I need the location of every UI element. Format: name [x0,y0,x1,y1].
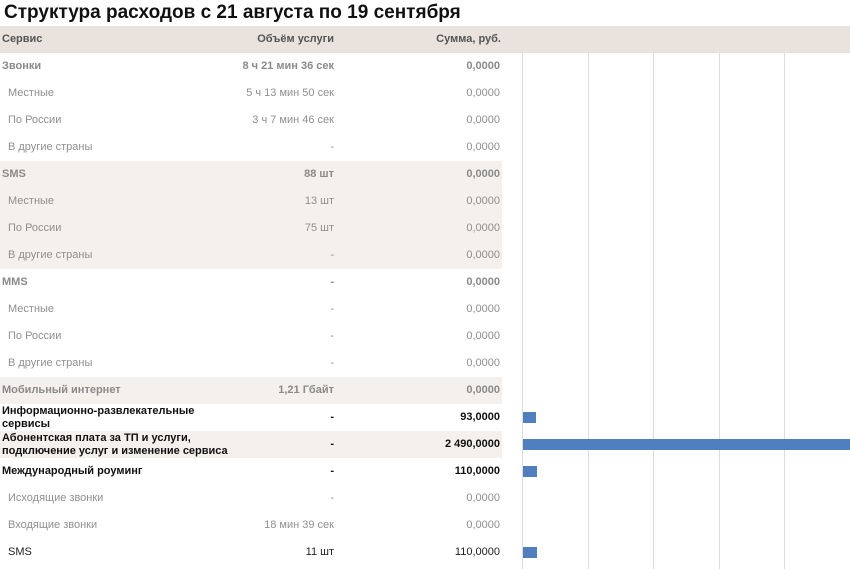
chart-bar [523,439,850,450]
row-sum: 0,0000 [466,249,500,261]
table-row: Звонки 8 ч 21 мин 36 сек 0,0000 [0,53,502,80]
table-row: В другие страны - 0,0000 [0,350,502,377]
row-service-name: Звонки [2,60,42,72]
chart-gridline [522,53,523,569]
row-volume: 1,21 Гбайт [278,384,334,396]
row-volume: - [330,303,334,315]
row-volume: - [330,276,334,288]
chart-gridline [784,53,785,569]
row-service-name: По России [8,114,62,126]
row-volume: 88 шт [304,168,334,180]
row-volume: 75 шт [304,222,334,234]
table-row: SMS 11 шт 110,0000 [0,539,502,566]
row-volume: - [330,438,334,450]
row-service-name: В другие страны [8,249,93,261]
row-volume: - [330,492,334,504]
page-title: Структура расходов с 21 августа по 19 се… [4,2,461,23]
row-volume: - [330,330,334,342]
chart-gridline [653,53,654,569]
row-volume: - [330,465,334,477]
row-service-name: По России [8,330,62,342]
chart-bar [523,547,537,558]
row-sum: 110,0000 [454,546,500,558]
row-sum: 0,0000 [466,492,500,504]
row-volume: 8 ч 21 мин 36 сек [242,60,334,72]
header-service: Сервис [2,33,43,45]
table-row: SMS 88 шт 0,0000 [0,161,502,188]
table-row: По России - 0,0000 [0,323,502,350]
row-service-name: SMS [8,546,32,558]
chart-bar [523,466,537,477]
row-service-name: Информационно-развлекательные сервисы [2,405,195,430]
header-volume: Объём услуги [257,33,334,45]
row-service-name: Международный роуминг [2,465,143,477]
chart-header [522,26,850,53]
row-volume: 3 ч 7 мин 46 сек [252,114,334,126]
chart-gridline [588,53,589,569]
table-row: Местные - 0,0000 [0,296,502,323]
chart-gridline [719,53,720,569]
row-service-name: SMS [2,168,26,180]
row-volume: - [330,141,334,153]
row-service-name: По России [8,222,62,234]
row-sum: 0,0000 [466,195,500,207]
chart-bar [523,412,536,423]
row-sum: 0,0000 [466,87,500,99]
row-sum: 110,0000 [454,465,500,477]
table-row: Мобильный интернет 1,21 Гбайт 0,0000 [0,377,502,404]
table-row: В другие страны - 0,0000 [0,134,502,161]
row-volume: - [330,249,334,261]
row-service-name: Местные [8,303,55,315]
row-sum: 0,0000 [466,114,500,126]
table-row: Информационно-развлекательные сервисы - … [0,404,502,431]
table-header: Сервис Объём услуги Сумма, руб. [0,26,522,53]
row-service-name: Местные [8,87,55,99]
row-volume: - [330,357,334,369]
row-service-name: MMS [2,276,28,288]
header-sum: Сумма, руб. [436,33,501,45]
row-sum: 0,0000 [466,303,500,315]
row-volume: 5 ч 13 мин 50 сек [246,87,334,99]
table-row: Абонентская плата за ТП и услуги, подклю… [0,431,502,458]
row-volume: - [330,411,334,423]
row-service-name: Абонентская плата за ТП и услуги, подклю… [2,432,228,457]
row-service-name: В другие страны [8,357,93,369]
row-sum: 0,0000 [466,60,500,72]
row-sum: 0,0000 [466,222,500,234]
expense-table: Звонки 8 ч 21 мин 36 сек 0,0000 Местные … [0,53,502,566]
row-sum: 0,0000 [466,168,500,180]
row-sum: 0,0000 [466,357,500,369]
row-sum: 0,0000 [466,141,500,153]
expense-bar-chart [522,26,850,569]
row-volume: 13 шт [304,195,334,207]
row-sum: 0,0000 [466,519,500,531]
row-sum: 2 490,0000 [444,438,500,450]
row-sum: 0,0000 [466,330,500,342]
row-sum: 0,0000 [466,384,500,396]
table-row: Международный роуминг - 110,0000 [0,458,502,485]
table-row: MMS - 0,0000 [0,269,502,296]
row-service-name: Входящие звонки [8,519,98,531]
row-service-name: Местные [8,195,55,207]
table-row: По России 75 шт 0,0000 [0,215,502,242]
row-volume: 18 мин 39 сек [264,519,334,531]
table-row: Входящие звонки 18 мин 39 сек 0,0000 [0,512,502,539]
table-row: По России 3 ч 7 мин 46 сек 0,0000 [0,107,502,134]
table-row: Местные 13 шт 0,0000 [0,188,502,215]
row-volume: 11 шт [305,546,334,558]
row-sum: 93,0000 [460,411,500,423]
table-row: Исходящие звонки - 0,0000 [0,485,502,512]
row-service-name: Мобильный интернет [2,384,121,396]
table-row: В другие страны - 0,0000 [0,242,502,269]
row-service-name: В другие страны [8,141,93,153]
row-service-name: Исходящие звонки [8,492,104,504]
table-row: Местные 5 ч 13 мин 50 сек 0,0000 [0,80,502,107]
row-sum: 0,0000 [466,276,500,288]
